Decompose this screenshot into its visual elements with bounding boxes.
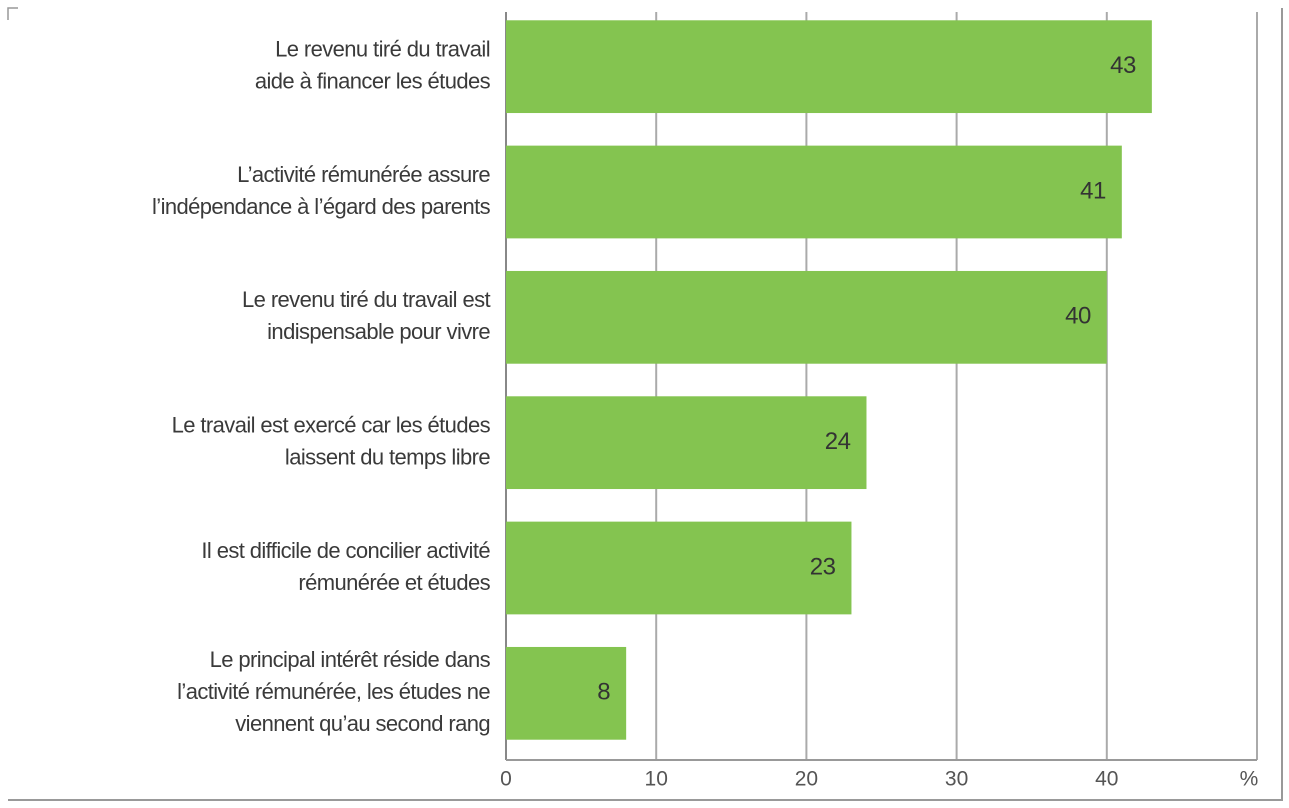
- x-tick-label: 0: [500, 768, 512, 791]
- category-label: aide à financer les études: [255, 68, 491, 93]
- bar: [506, 145, 1122, 239]
- value-label: 41: [1080, 177, 1106, 204]
- category-label: L’activité rémunérée assure: [237, 162, 490, 187]
- category-label: laissent du temps libre: [285, 444, 490, 469]
- bar: [506, 270, 1107, 364]
- category-label: l’activité rémunérée, les études ne: [177, 679, 490, 704]
- frame: [8, 8, 1283, 801]
- value-label: 40: [1065, 303, 1091, 330]
- bar: [506, 396, 867, 490]
- frame-corner: [7, 7, 18, 20]
- category-label: rémunérée et études: [298, 570, 490, 595]
- category-label: Il est difficile de concilier activité: [201, 538, 490, 563]
- bar: [506, 521, 852, 615]
- bar: [506, 20, 1152, 114]
- category-label: l’indépendance à l’égard des parents: [152, 194, 491, 219]
- category-label: viennent qu’au second rang: [235, 711, 490, 736]
- bar: [506, 646, 627, 740]
- category-label: Le revenu tiré du travail: [275, 36, 490, 61]
- value-label: 24: [825, 428, 851, 455]
- x-tick-label: 10: [645, 768, 668, 791]
- category-label: indispensable pour vivre: [267, 319, 490, 344]
- category-label: Le revenu tiré du travail est: [242, 287, 490, 312]
- category-label: Le principal intérêt réside dans: [210, 647, 491, 672]
- x-tick-label: 20: [795, 768, 818, 791]
- value-label: 23: [810, 553, 836, 580]
- x-tick-label: %: [1240, 768, 1259, 791]
- value-label: 43: [1110, 52, 1136, 79]
- x-tick-label: 30: [945, 768, 968, 791]
- x-tick-label: 40: [1095, 768, 1118, 791]
- value-label: 8: [597, 679, 610, 706]
- category-label: Le travail est exercé car les études: [172, 412, 491, 437]
